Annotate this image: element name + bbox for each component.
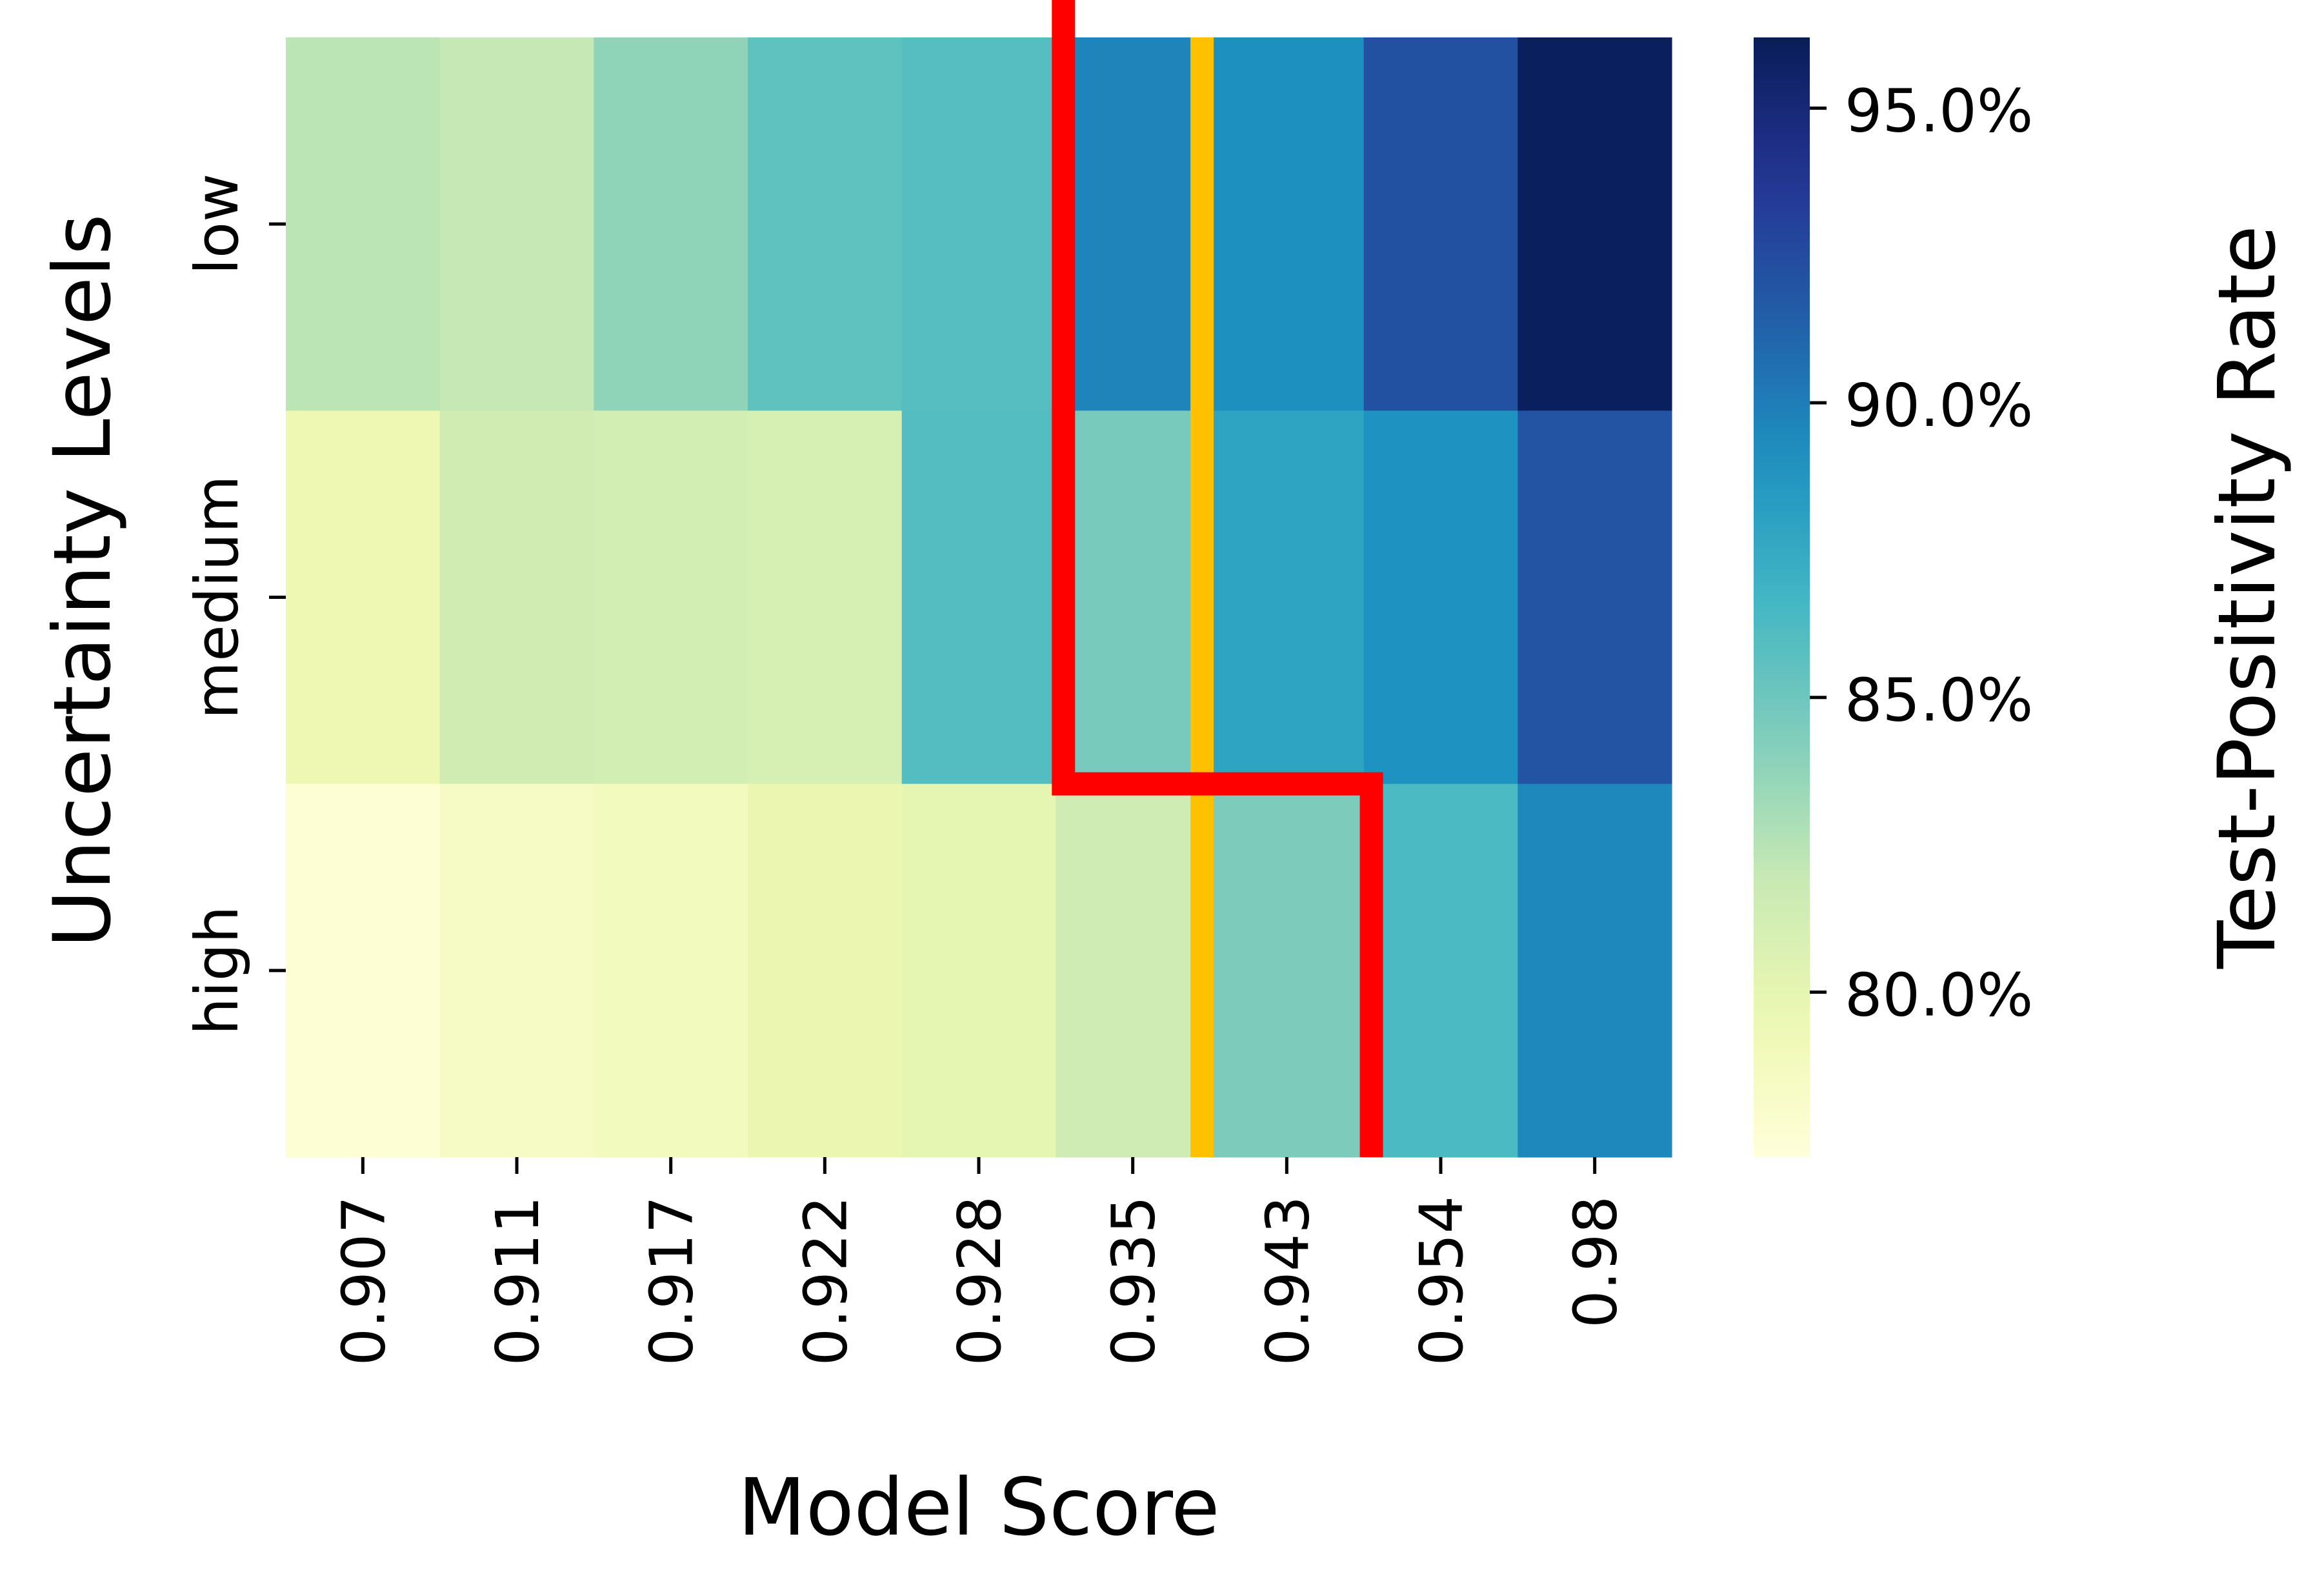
heatmap-cell [901, 410, 1056, 785]
x-tick-label: 0.922 [791, 1196, 860, 1366]
heatmap-cell [286, 37, 441, 411]
heatmap-cell [594, 783, 748, 1158]
heatmap-cell [1363, 783, 1518, 1158]
y-axis-ticks: low medium high [183, 174, 286, 1036]
x-tick-label: 0.911 [483, 1196, 552, 1366]
heatmap-cell [1056, 783, 1210, 1158]
x-tick-label: 0.928 [945, 1196, 1014, 1366]
heatmap-cell [1518, 783, 1672, 1158]
overlay-lines [1052, 0, 1383, 1157]
x-tick-label: 0.98 [1561, 1196, 1630, 1328]
y-tick-label: medium [183, 475, 252, 719]
heatmap-cell [1518, 37, 1672, 411]
heatmap-cell [439, 783, 594, 1158]
heatmap-cell [594, 410, 748, 785]
x-tick-label: 0.935 [1099, 1196, 1168, 1366]
heatmap-cell [748, 783, 903, 1158]
heatmap-cell [1056, 410, 1210, 785]
colorbar [1754, 37, 1810, 1157]
colorbar-ticks: 80.0% 85.0% 90.0% 95.0% [1810, 77, 2033, 1029]
colorbar-tick-label: 90.0% [1845, 371, 2033, 440]
x-axis-title: Model Score [738, 1462, 1220, 1553]
heatmap-cell [1363, 37, 1518, 411]
heatmap-cell [748, 410, 903, 785]
heatmap-cell [901, 37, 1056, 411]
colorbar-tick-label: 95.0% [1845, 77, 2033, 146]
heatmap-cell [286, 410, 441, 785]
heatmap-cell [1518, 410, 1672, 785]
x-tick-label: 0.954 [1407, 1196, 1476, 1366]
y-axis-title: Uncertainty Levels [37, 214, 128, 947]
heatmap-cell [439, 410, 594, 785]
colorbar-tick-label: 85.0% [1845, 666, 2033, 735]
heatmap-cell [1210, 410, 1365, 785]
colorbar-title: Test-Positivity Rate [2201, 225, 2293, 969]
y-tick-label: high [183, 906, 252, 1036]
heatmap-cell [1210, 37, 1365, 411]
colorbar-tick-label: 80.0% [1845, 960, 2033, 1029]
x-tick-label: 0.943 [1253, 1196, 1322, 1366]
heatmap-cell [594, 37, 748, 411]
heatmap-cells [286, 37, 1672, 1158]
x-tick-label: 0.917 [637, 1196, 706, 1366]
heatmap-cell [901, 783, 1056, 1158]
heatmap-cell [748, 37, 903, 411]
heatmap-cell [1210, 783, 1365, 1158]
y-tick-label: low [183, 174, 252, 275]
heatmap-cell [1056, 37, 1210, 411]
x-axis-ticks: 0.907 0.911 0.917 0.922 0.928 0.935 0.943 0.954… [329, 1157, 1630, 1366]
heatmap-cell [286, 783, 441, 1158]
heatmap-cell [439, 37, 594, 411]
heatmap-cell [1363, 410, 1518, 785]
red-threshold-line [1052, 0, 1383, 1157]
x-tick-label: 0.907 [329, 1196, 398, 1366]
